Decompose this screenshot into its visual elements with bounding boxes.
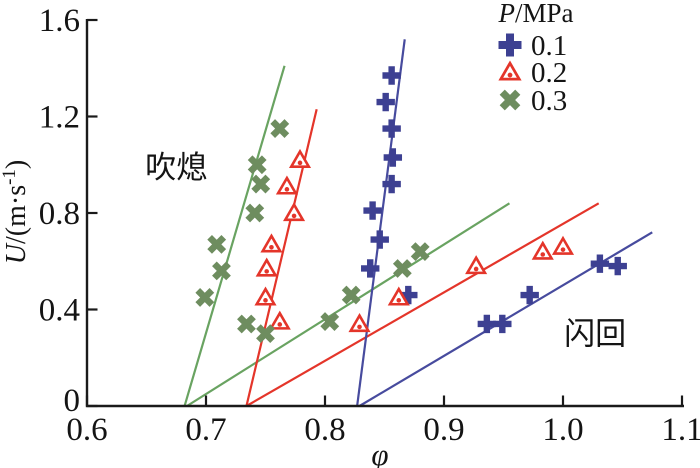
plus-marker-icon	[477, 314, 497, 334]
x-tick-label: 0.7	[185, 412, 226, 448]
triangle-marker-icon	[268, 310, 291, 330]
legend-entry-label: 0.2	[531, 57, 567, 89]
x-marker-icon	[341, 285, 361, 305]
plus-marker-icon	[382, 66, 401, 85]
x-tick-label: 1.1	[661, 412, 700, 448]
x-marker-icon	[212, 261, 231, 281]
plus-marker-icon	[493, 314, 512, 334]
x-tick-label: 0.9	[423, 412, 464, 448]
legend-entry: 0.3	[499, 85, 567, 117]
x-marker-icon	[392, 259, 412, 278]
triangle-marker-icon	[551, 235, 575, 255]
series-0.1MPa	[361, 66, 627, 334]
y-axis-title: U/(m·s-1)	[0, 160, 32, 265]
x-axis-title: φ	[371, 437, 388, 468]
triangle-marker-icon	[387, 286, 410, 306]
x-marker-icon	[256, 324, 275, 344]
plus-marker-icon	[370, 230, 389, 249]
plus-marker-icon	[382, 174, 401, 194]
triangle-marker-icon	[255, 257, 278, 277]
boundary-line	[183, 65, 286, 407]
triangle-marker-icon	[348, 312, 371, 333]
triangle-marker-icon	[498, 60, 522, 81]
x-marker-icon	[499, 89, 521, 111]
triangle-marker-icon	[275, 175, 298, 195]
triangle-marker-icon	[288, 148, 312, 169]
triangle-marker-icon	[283, 202, 306, 222]
series-0.3MPa	[195, 119, 430, 344]
x-tick-label: 1.0	[542, 412, 583, 448]
x-marker-icon	[207, 234, 227, 254]
boundary-line	[245, 202, 600, 407]
plus-marker-icon	[399, 285, 418, 305]
plus-marker-icon	[376, 92, 395, 112]
plus-marker-icon	[363, 201, 382, 220]
plus-marker-icon	[383, 148, 403, 167]
boundary-line	[356, 39, 406, 407]
triangle-marker-icon	[531, 240, 554, 260]
legend-entry: 0.1	[498, 30, 567, 62]
plus-marker-icon	[361, 259, 380, 278]
series-0.2MPa	[254, 148, 575, 333]
legend-entry-label: 0.1	[531, 30, 567, 62]
y-tick-label: 0	[64, 383, 81, 419]
y-tick-label: 0.8	[39, 196, 80, 232]
y-tick-label: 0.4	[39, 293, 80, 329]
legend-title: P/MPa	[497, 0, 573, 28]
plus-marker-icon	[608, 256, 627, 276]
x-marker-icon	[410, 242, 430, 262]
y-tick-label: 1.6	[39, 3, 80, 39]
x-marker-icon	[270, 119, 290, 138]
plus-marker-icon	[382, 119, 401, 138]
x-marker-icon	[251, 174, 271, 194]
legend-entry: 0.2	[498, 57, 567, 89]
region-annotation: 吹熄	[145, 150, 207, 185]
x-marker-icon	[247, 155, 267, 175]
plus-marker-icon	[498, 33, 522, 57]
x-tick-label: 0.6	[66, 412, 107, 448]
triangle-marker-icon	[465, 255, 488, 275]
x-marker-icon	[237, 314, 256, 334]
plus-marker-icon	[520, 285, 539, 305]
boundary-line	[245, 109, 318, 407]
legend-entry-label: 0.3	[531, 85, 567, 117]
x-tick-label: 0.8	[304, 412, 345, 448]
x-marker-icon	[195, 288, 215, 307]
x-marker-icon	[320, 312, 340, 331]
triangle-marker-icon	[254, 286, 277, 306]
x-marker-icon	[245, 203, 265, 223]
boundary-line	[186, 202, 511, 407]
region-annotation: 闪回	[564, 317, 626, 352]
plus-marker-icon	[590, 254, 610, 273]
y-tick-label: 1.2	[39, 100, 80, 136]
triangle-marker-icon	[260, 233, 283, 253]
